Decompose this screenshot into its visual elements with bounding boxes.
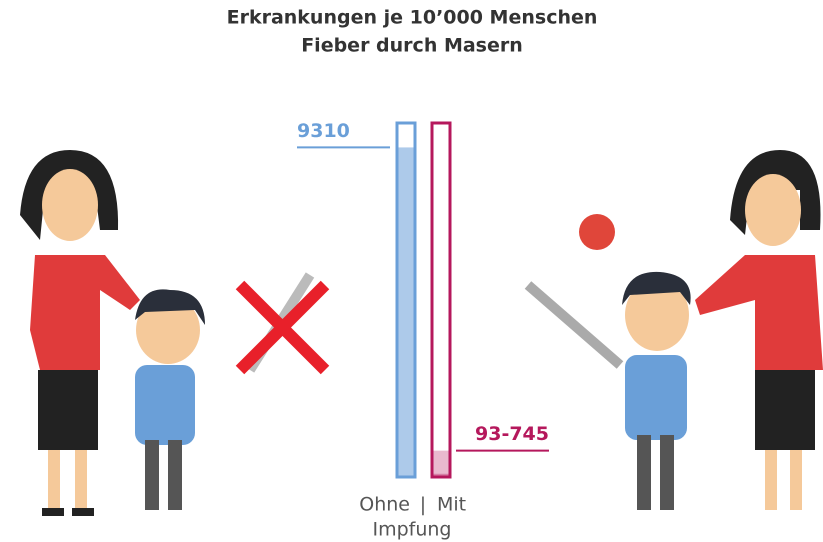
bar-outline xyxy=(432,123,450,477)
axis-label: Impfung xyxy=(372,519,451,541)
category-label: Ohne xyxy=(359,494,410,516)
title-line: Erkrankungen je 10’000 Menschen xyxy=(227,7,598,29)
syringe-crossed xyxy=(240,275,325,370)
boy-right xyxy=(622,272,691,510)
mother-left xyxy=(20,150,140,516)
mother-right xyxy=(695,150,823,510)
value-label: 9310 xyxy=(297,120,350,142)
category-label: Mit xyxy=(437,494,466,516)
bar-fill xyxy=(432,451,450,474)
value-label: 93-745 xyxy=(475,423,549,445)
title-line: Fieber durch Masern xyxy=(301,35,523,57)
bar-fill xyxy=(432,474,450,477)
syringe xyxy=(528,285,620,365)
separator: | xyxy=(420,494,426,516)
bar-fill xyxy=(397,147,415,477)
infographic: Erkrankungen je 10’000 Menschen Fieber d… xyxy=(0,0,823,542)
virus xyxy=(579,214,615,250)
boy-left xyxy=(135,289,205,510)
